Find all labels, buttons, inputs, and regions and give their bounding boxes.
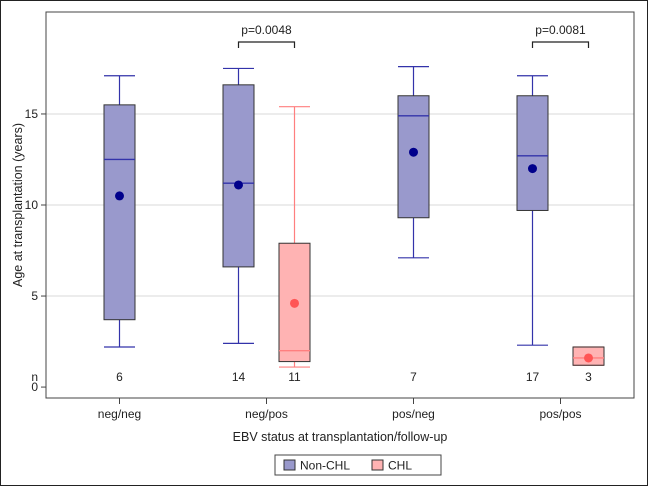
p-value-label: p=0.0081 — [535, 23, 586, 37]
y-axis-title: Age at transplantation (years) — [11, 123, 25, 287]
p-value-bracket-pos-pos: p=0.0081 — [531, 23, 590, 48]
y-tick-label-15: 15 — [25, 107, 39, 121]
legend-border — [274, 454, 442, 476]
y-tick-label-0: 0 — [31, 380, 38, 394]
iqr-box — [103, 104, 136, 321]
box-pos-pos-chl — [572, 346, 605, 366]
y-tick-label-5: 5 — [31, 289, 38, 303]
iqr-box — [397, 95, 430, 219]
box-neg-pos-chl — [278, 106, 311, 368]
mean-marker — [528, 164, 537, 174]
legend: Non-CHL CHL — [274, 454, 442, 476]
n-count-neg-neg-non-chl: 6 — [116, 370, 123, 384]
box-neg-neg-non-chl — [103, 75, 136, 348]
iqr-box — [516, 95, 549, 211]
box-pos-pos-non-chl — [516, 75, 549, 346]
mean-marker — [115, 191, 124, 201]
x-tick-label-neg/neg: neg/neg — [98, 407, 141, 421]
n-count-neg-pos-chl: 11 — [288, 370, 301, 384]
mean-marker — [409, 147, 418, 157]
bracket-line — [531, 41, 590, 48]
legend-label-non-chl: Non-CHL — [300, 459, 350, 473]
box-pos-neg-non-chl — [397, 66, 430, 259]
x-tick-label-pos/neg: pos/neg — [392, 407, 435, 421]
n-count-pos-neg-non-chl: 7 — [410, 370, 417, 384]
p-value-label: p=0.0048 — [241, 23, 292, 37]
n-count-neg-pos-non-chl: 14 — [232, 370, 246, 384]
legend-label-chl: CHL — [388, 459, 412, 473]
x-axis-title: EBV status at transplantation/follow-up — [233, 430, 448, 444]
iqr-box — [222, 84, 255, 268]
mean-marker — [584, 353, 593, 363]
n-count-pos-pos-chl: 3 — [585, 370, 592, 384]
legend-swatch-chl — [371, 459, 384, 471]
y-tick-label-10: 10 — [25, 198, 39, 212]
bracket-line — [237, 41, 296, 48]
legend-swatch-non-chl — [283, 459, 296, 471]
box-neg-pos-non-chl — [222, 67, 255, 344]
n-count-pos-pos-non-chl: 17 — [526, 370, 540, 384]
x-tick-label-pos/pos: pos/pos — [539, 407, 581, 421]
n-row-label: n — [31, 370, 38, 384]
mean-marker — [234, 180, 243, 190]
mean-marker — [290, 298, 299, 308]
p-value-bracket-neg-pos: p=0.0048 — [237, 23, 296, 48]
x-tick-label-neg/pos: neg/pos — [245, 407, 288, 421]
